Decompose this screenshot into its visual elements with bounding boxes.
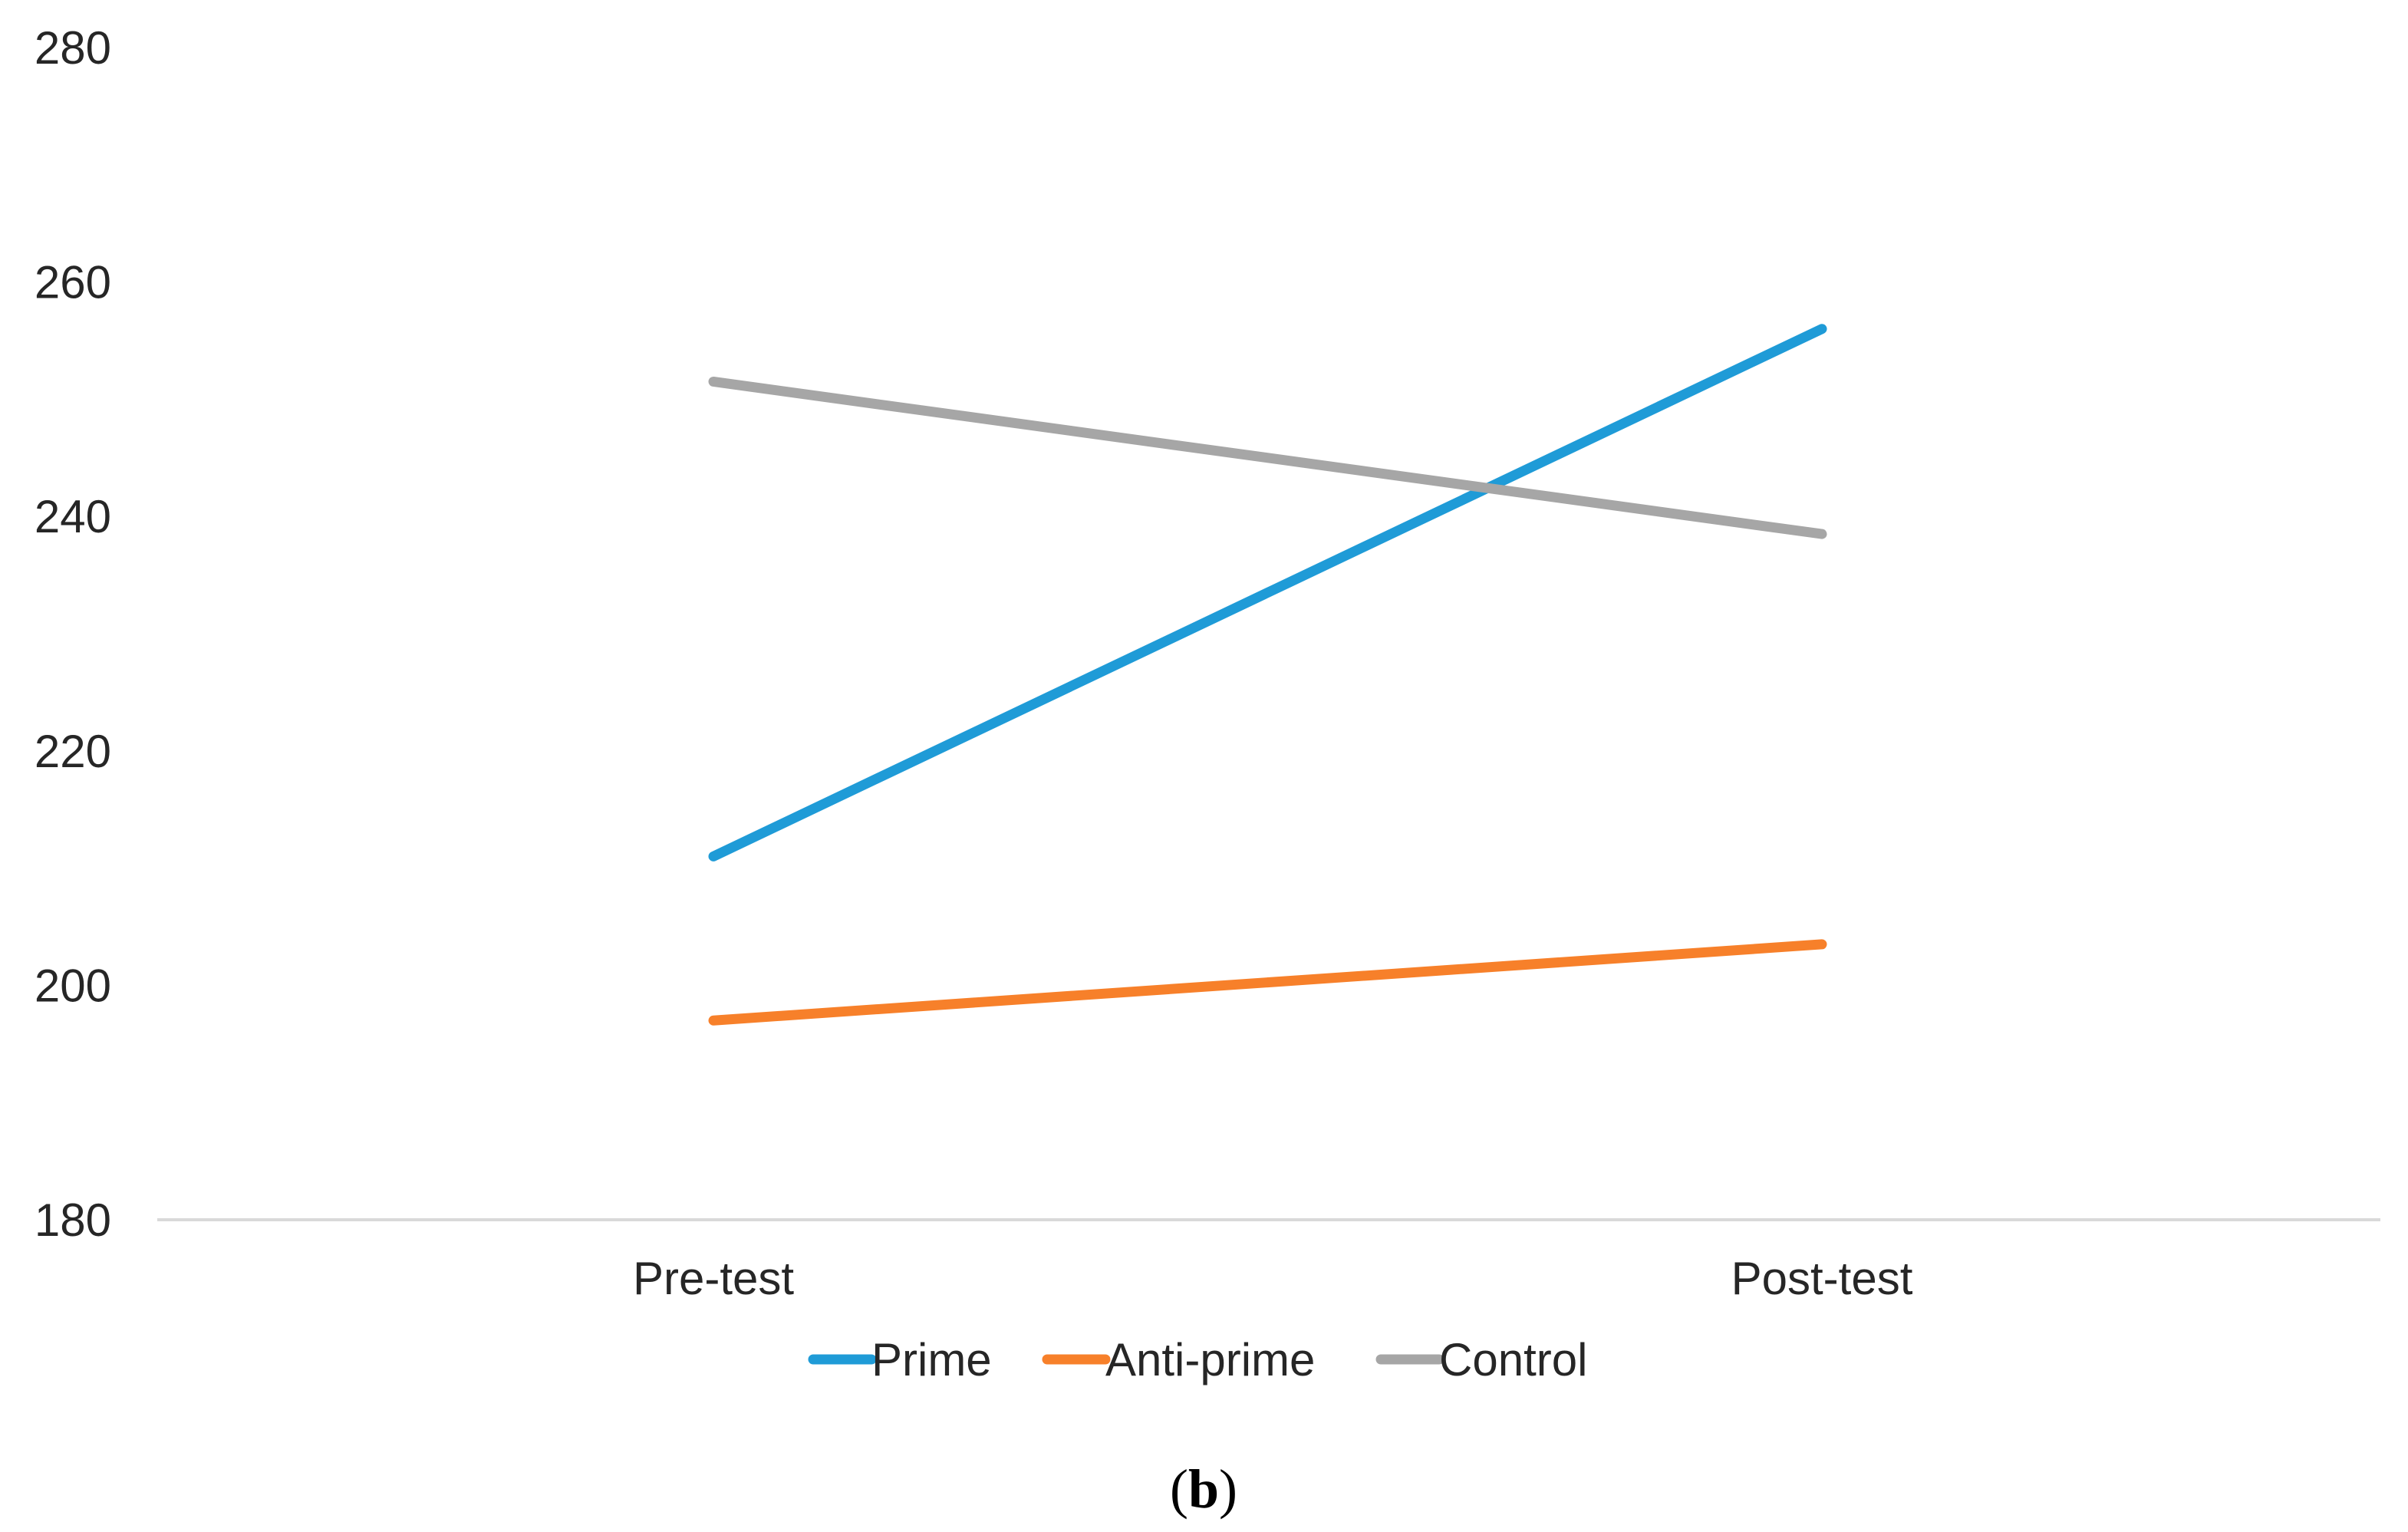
legend-label-prime: Prime <box>871 1334 992 1385</box>
y-tick-label-280: 280 <box>35 22 111 74</box>
legend-label-control: Control <box>1439 1334 1587 1385</box>
y-tick-label-220: 220 <box>35 726 111 777</box>
series-line-anti-prime <box>708 939 1827 1026</box>
series-lines <box>708 324 1827 1026</box>
figure-caption: (b) <box>1170 1458 1237 1520</box>
series-line-prime <box>708 324 1827 862</box>
y-tick-label-180: 180 <box>35 1194 111 1246</box>
y-tick-label-200: 200 <box>35 960 111 1011</box>
series-line-control <box>708 376 1827 539</box>
x-tick-label-post-test: Post-test <box>1731 1253 1913 1304</box>
legend-label-anti-prime: Anti-prime <box>1105 1334 1315 1385</box>
y-tick-label-260: 260 <box>35 257 111 308</box>
x-tick-label-pre-test: Pre-test <box>633 1253 794 1304</box>
x-axis-tick-labels: Pre-test Post-test <box>633 1253 1913 1304</box>
legend: Prime Anti-prime Control <box>808 1334 1587 1385</box>
y-axis-tick-labels: 180 200 220 240 260 280 <box>35 22 111 1246</box>
caption-letter: b <box>1188 1458 1219 1520</box>
y-tick-label-240: 240 <box>35 491 111 542</box>
